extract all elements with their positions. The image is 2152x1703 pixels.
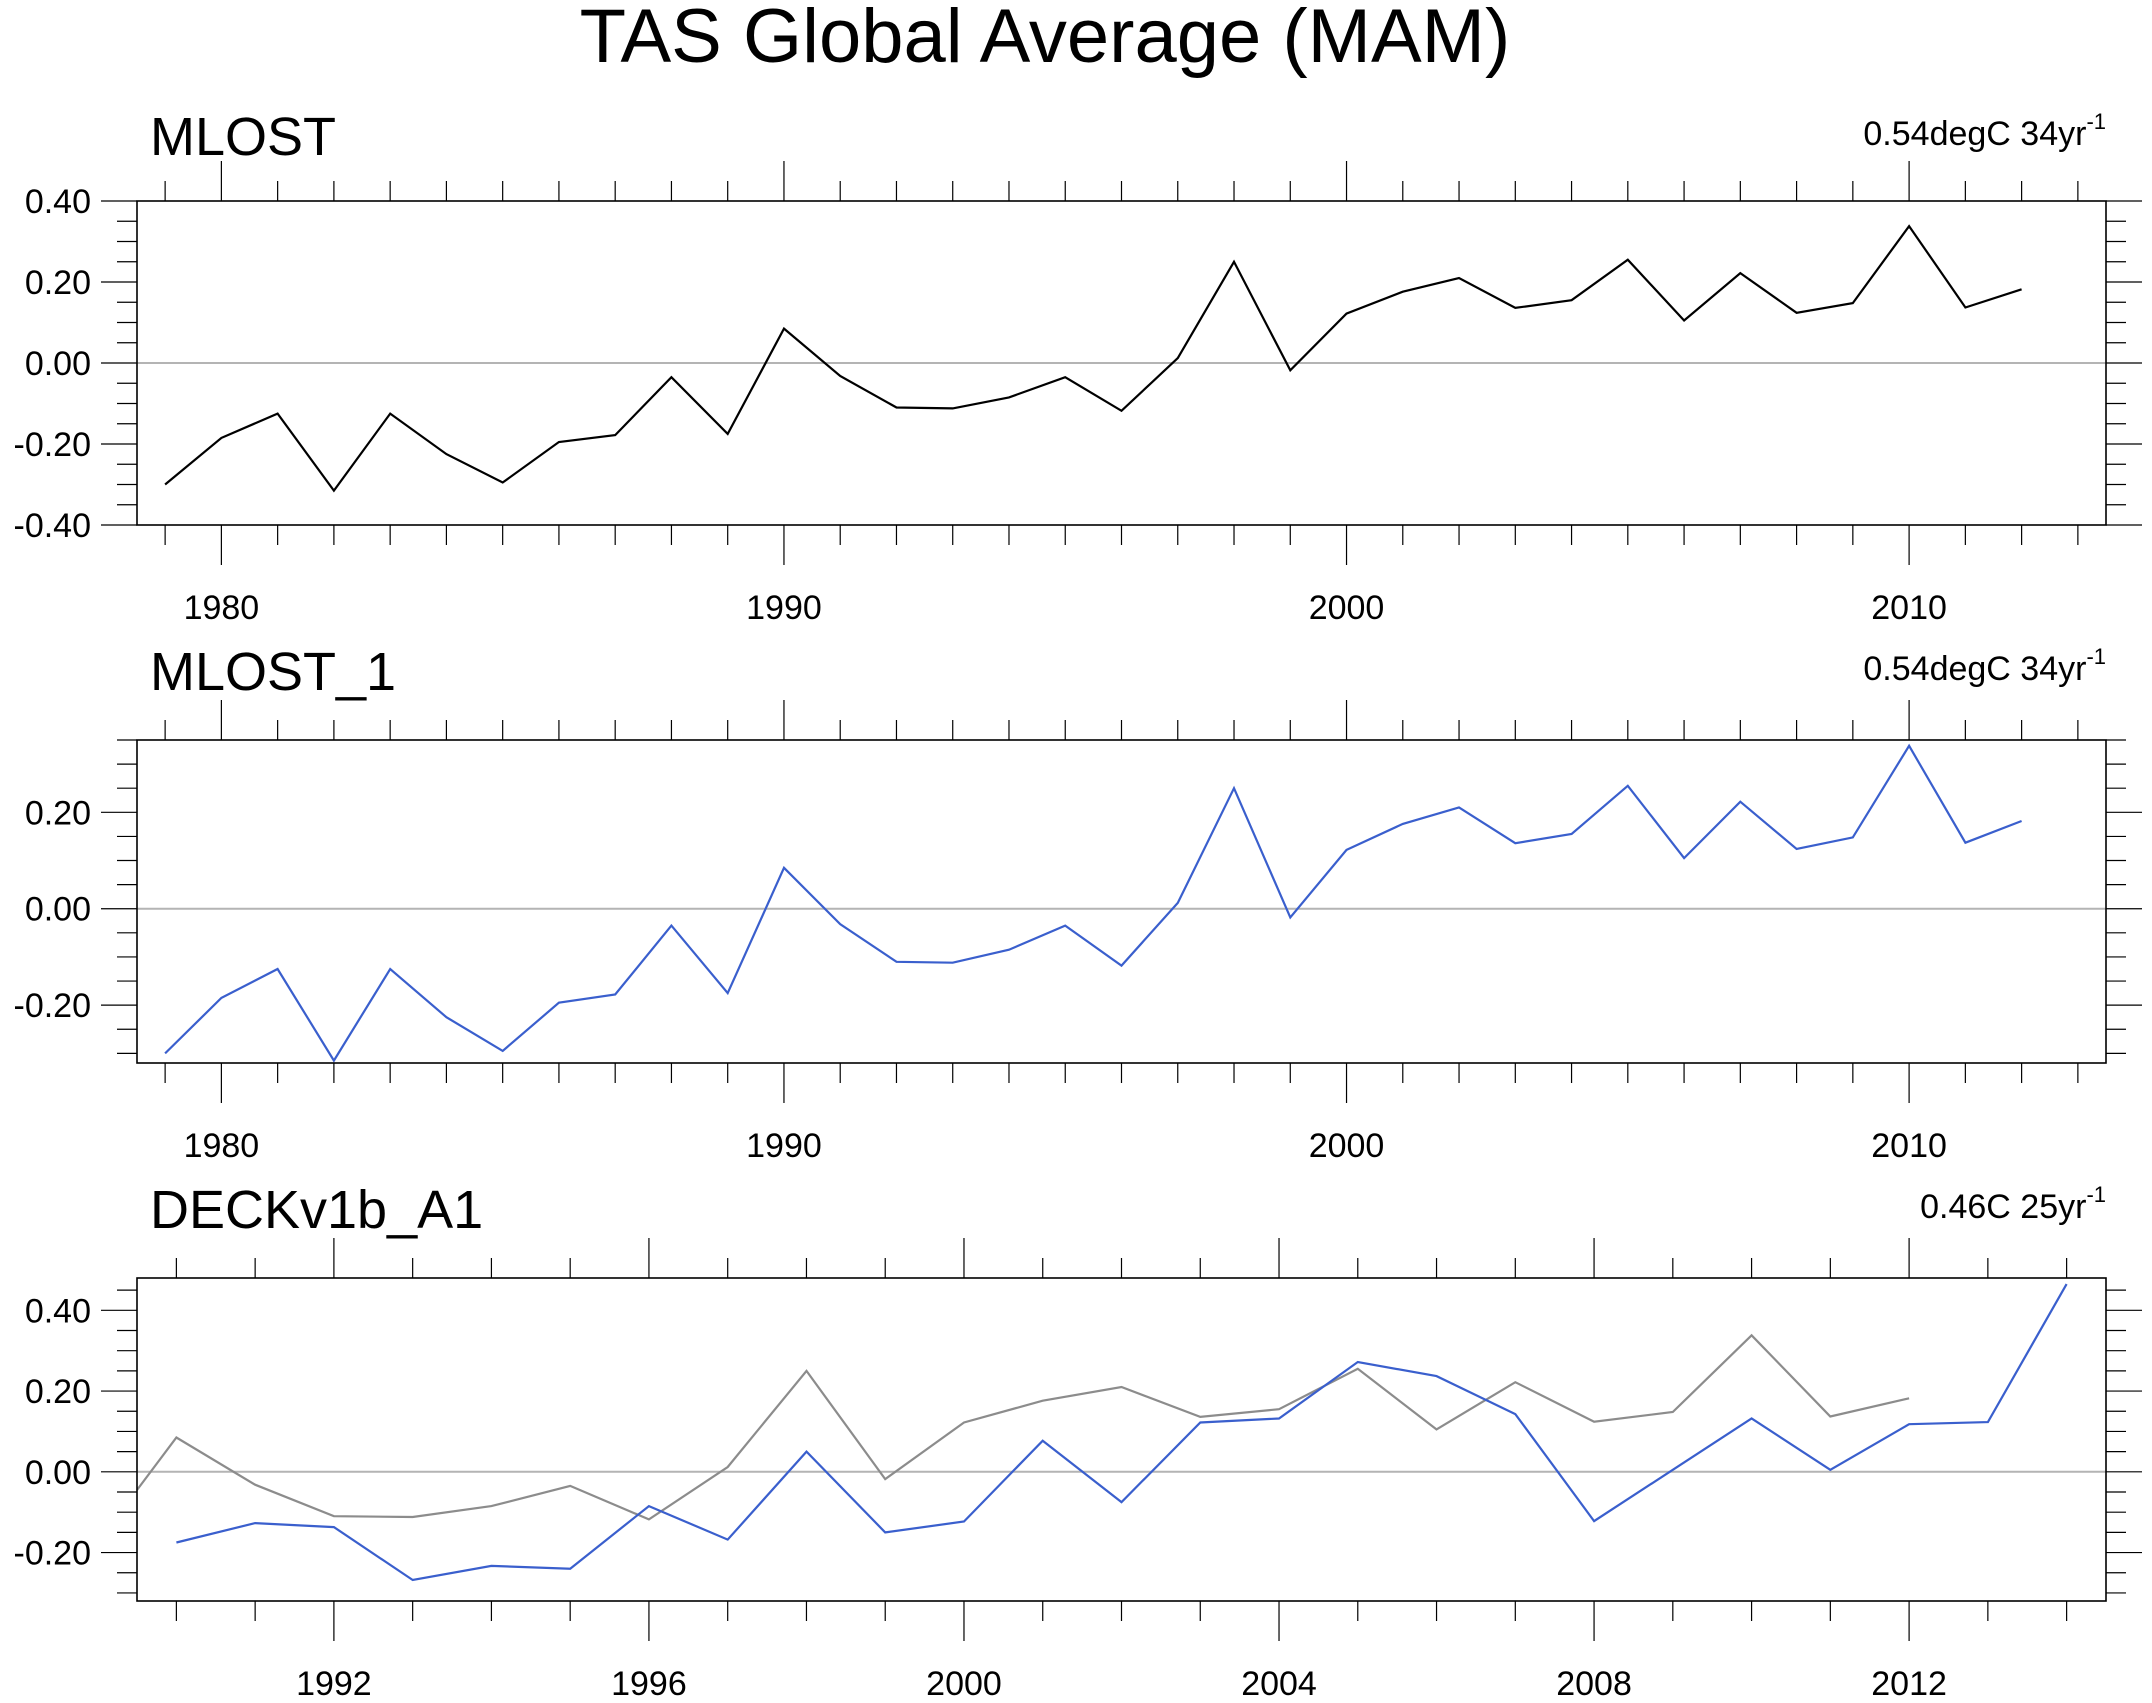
- x-tick-label: 2000: [1309, 1127, 1385, 1165]
- x-tick-label: 1980: [184, 589, 260, 627]
- trend-superscript: -1: [2086, 1182, 2106, 1207]
- panel-3: DECKv1b_A1 0.46C 25yr-1 -0.20 0.00 0.20 0.40 1…: [14, 1180, 2142, 1703]
- trend-value: 0.46C 25yr: [1920, 1188, 2086, 1226]
- panels: MLOST 0.54degC 34yr-1-0.40-0.200.000.200.…: [14, 107, 2142, 1703]
- x-tick-label: 1996: [611, 1665, 687, 1703]
- plot-frame: [136, 739, 2107, 1064]
- trend-value: 0.54degC 34yr: [1863, 115, 2086, 153]
- y-tick-label: 0.00: [25, 1454, 91, 1492]
- panel-1: MLOST 0.54degC 34yr-1 -0.40 -0.20 0.00 0.20 0.…: [14, 107, 2142, 627]
- x-tick-label: 2000: [1309, 589, 1385, 627]
- series-line-mlost-1: [164, 743, 2022, 1063]
- plot-frame: [136, 200, 2107, 526]
- plot-frame: [136, 1277, 2107, 1602]
- trend-superscript: -1: [2086, 644, 2106, 669]
- y-tick-label: 0.20: [25, 794, 91, 832]
- x-tick-label: 2008: [1556, 1665, 1632, 1703]
- panel-2: MLOST_1 0.54degC 34yr-1 -0.20 0.00 0.20 1980 1…: [14, 642, 2142, 1165]
- figure-title: TAS Global Average (MAM): [580, 0, 1511, 79]
- y-tick-label: 0.40: [25, 1292, 91, 1330]
- y-tick-label: -0.20: [14, 1535, 92, 1573]
- trend-label: 0.54degC 34yr-1: [1863, 644, 2106, 688]
- series-line-deckv1b-a1: [176, 1283, 2068, 1582]
- x-tick-label: 1990: [746, 589, 822, 627]
- y-tick-label: -0.20: [14, 426, 92, 464]
- y-tick-label: 0.40: [25, 183, 91, 221]
- x-tick-label: 2000: [926, 1665, 1002, 1703]
- panel-title: MLOST_1: [150, 642, 396, 702]
- x-tick-label: 1992: [296, 1665, 372, 1703]
- trend-superscript: -1: [2086, 109, 2106, 134]
- panel-title: MLOST: [150, 107, 336, 167]
- y-tick-label: 0.00: [25, 345, 91, 383]
- x-tick-label: 2010: [1871, 589, 1947, 627]
- y-tick-label: -0.20: [14, 987, 92, 1025]
- y-tick-label: 0.20: [25, 264, 91, 302]
- series-line-mlost: [164, 224, 2022, 493]
- y-tick-label: -0.40: [14, 507, 92, 545]
- series-line-mlost: [136, 1333, 1910, 1521]
- x-tick-label: 1980: [184, 1127, 260, 1165]
- y-tick-label: 0.20: [25, 1373, 91, 1411]
- y-tick-label: 0.00: [25, 891, 91, 929]
- trend-value: 0.54degC 34yr: [1863, 650, 2086, 688]
- x-tick-label: 2012: [1871, 1665, 1947, 1703]
- trend-label: 0.46C 25yr-1: [1920, 1182, 2106, 1226]
- trend-label: 0.54degC 34yr-1: [1863, 109, 2106, 153]
- x-tick-label: 2004: [1241, 1665, 1317, 1703]
- x-tick-label: 1990: [746, 1127, 822, 1165]
- x-tick-label: 2010: [1871, 1127, 1947, 1165]
- panel-title: DECKv1b_A1: [150, 1180, 483, 1240]
